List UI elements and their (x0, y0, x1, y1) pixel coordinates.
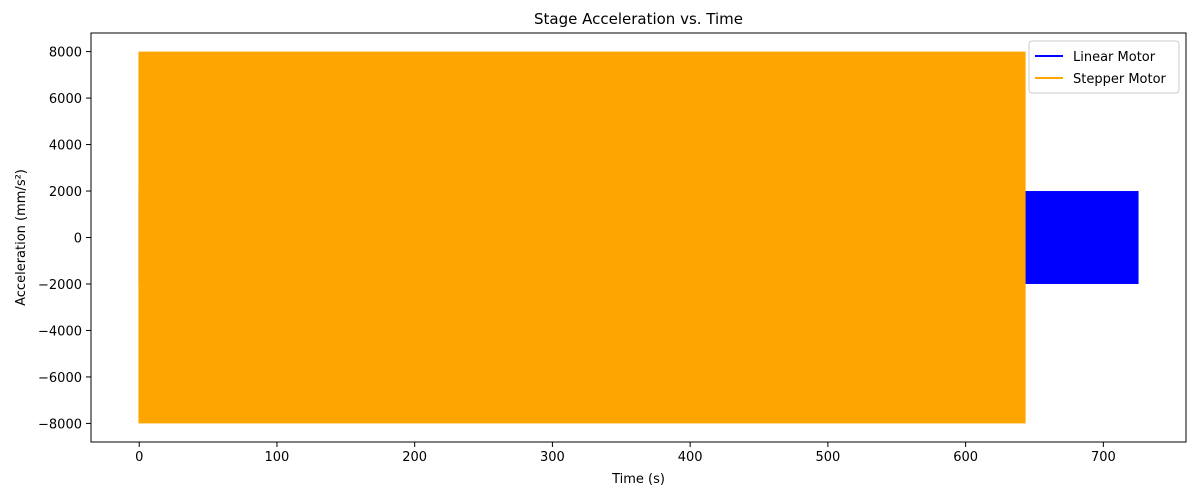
y-axis: −8000 −6000 −4000 −2000 0 2000 4000 6000 8000 (38, 46, 91, 432)
x-tick-label: 600 (953, 450, 978, 465)
legend-label: Stepper Motor (1073, 72, 1167, 87)
x-tick-label: 200 (402, 450, 427, 465)
x-axis-label: Time (s) (611, 472, 665, 487)
x-tick-label: 700 (1091, 450, 1116, 465)
series-band-positive (139, 51, 1025, 238)
legend-label: Linear Motor (1073, 50, 1156, 65)
y-tick-label: 4000 (49, 139, 82, 154)
y-tick-label: 2000 (49, 185, 82, 200)
y-tick-label: 8000 (49, 46, 82, 61)
legend-box (1028, 40, 1180, 94)
series-stepper-motor (138, 51, 1026, 424)
y-tick-label: 6000 (49, 92, 82, 107)
legend-item: Linear Motor (1035, 50, 1156, 65)
x-tick-label: 400 (678, 450, 703, 465)
y-tick-label: 0 (74, 232, 82, 247)
y-axis-label: Acceleration (mm/s²) (14, 169, 29, 306)
series-band-negative (139, 237, 1025, 424)
chart-title: Stage Acceleration vs. Time (534, 10, 743, 28)
legend-item: Stepper Motor (1035, 72, 1167, 87)
y-tick-label: −2000 (38, 278, 82, 293)
x-tick-label: 100 (265, 450, 290, 465)
x-tick-label: 300 (540, 450, 565, 465)
y-tick-label: −4000 (38, 324, 82, 339)
y-tick-label: −6000 (38, 371, 82, 386)
y-tick-label: −8000 (38, 417, 82, 432)
x-tick-label: 0 (135, 450, 143, 465)
series-layer (138, 51, 1139, 424)
x-tick-label: 500 (815, 450, 840, 465)
x-axis: 0 100 200 300 400 500 600 700 (135, 442, 1116, 465)
legend: Linear Motor Stepper Motor (1028, 40, 1180, 94)
